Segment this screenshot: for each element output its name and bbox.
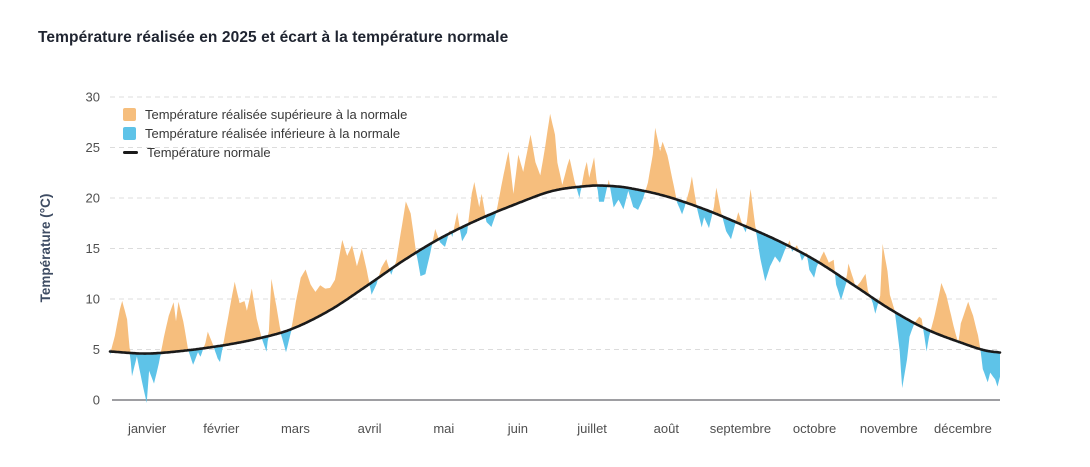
legend-item-normal-line[interactable]: Température normale — [123, 145, 407, 160]
above-normal-swatch-icon — [123, 108, 136, 121]
y-tick-label-15: 15 — [86, 241, 100, 256]
below-normal-swatch-icon — [123, 127, 136, 140]
y-tick-label-0: 0 — [93, 393, 100, 408]
x-tick-label-septembre: septembre — [710, 421, 771, 436]
legend-item-above-normal[interactable]: Température réalisée supérieure à la nor… — [123, 107, 408, 122]
chart-title: Température réalisée en 2025 et écart à … — [38, 29, 509, 46]
x-tick-label-février: février — [203, 421, 240, 436]
x-tick-label-juillet: juillet — [576, 421, 607, 436]
x-tick-label-décembre: décembre — [934, 421, 992, 436]
y-tick-label-30: 30 — [86, 90, 100, 105]
normal-temperature-line — [108, 184, 1002, 355]
x-tick-label-avril: avril — [358, 421, 382, 436]
x-tick-label-octobre: octobre — [793, 421, 836, 436]
x-tick-label-mai: mai — [433, 421, 454, 436]
legend-label-above-normal: Température réalisée supérieure à la nor… — [145, 107, 408, 122]
y-tick-label-10: 10 — [86, 292, 100, 307]
chart-legend: Température réalisée supérieure à la nor… — [123, 107, 408, 165]
x-tick-label-janvier: janvier — [127, 421, 167, 436]
y-tick-label-5: 5 — [93, 342, 100, 357]
y-tick-label-25: 25 — [86, 140, 100, 155]
x-tick-label-juin: juin — [507, 421, 528, 436]
legend-item-below-normal[interactable]: Température réalisée inférieure à la nor… — [123, 126, 407, 141]
legend-label-below-normal: Température réalisée inférieure à la nor… — [145, 126, 401, 141]
normal-line-swatch-icon — [123, 150, 138, 155]
above-normal-area — [110, 113, 1000, 354]
x-tick-label-novembre: novembre — [860, 421, 918, 436]
y-tick-label-20: 20 — [86, 191, 100, 206]
legend-label-normal-line: Température normale — [147, 145, 271, 160]
x-tick-label-août: août — [654, 421, 680, 436]
y-axis-title: Température (°C) — [38, 194, 53, 303]
x-tick-label-mars: mars — [281, 421, 310, 436]
